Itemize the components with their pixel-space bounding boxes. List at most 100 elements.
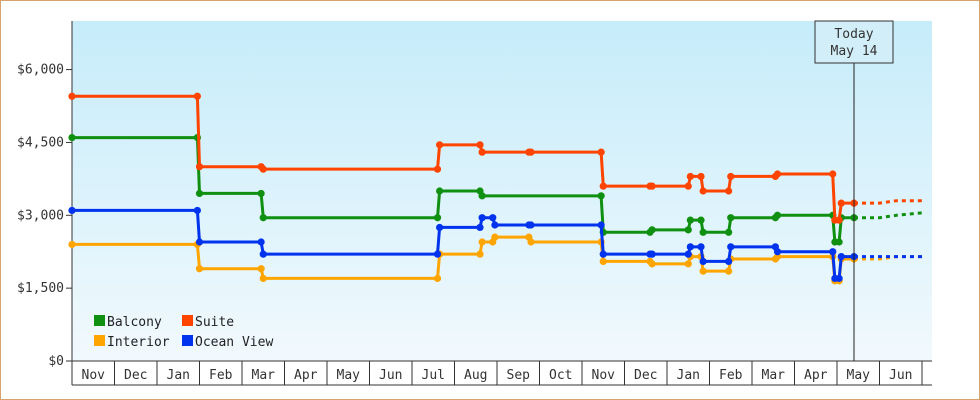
x-tick-label: Apr xyxy=(804,368,828,383)
data-point-interior xyxy=(259,274,267,283)
data-point-balcony xyxy=(259,214,267,222)
x-tick-label: Feb xyxy=(209,368,233,383)
data-point-ocean-view xyxy=(835,274,843,283)
today-label: Today xyxy=(834,27,873,42)
data-point-balcony xyxy=(684,226,692,234)
data-point-ocean-view xyxy=(476,223,484,232)
x-tick-label: Oct xyxy=(549,368,572,383)
data-point-ocean-view xyxy=(489,214,497,222)
legend: Balcony Suite Interior Ocean View xyxy=(94,315,273,350)
legend-label-suite: Suite xyxy=(195,315,234,330)
legend-swatch-suite xyxy=(182,315,193,326)
x-tick-label: Mar xyxy=(762,368,786,383)
y-tick-label: $1,500 xyxy=(17,281,64,296)
y-tick-label: $0 xyxy=(48,354,64,369)
data-point-ocean-view xyxy=(68,206,76,215)
x-tick-label: Apr xyxy=(294,368,318,383)
series-projection-suite xyxy=(854,199,922,205)
data-point-balcony xyxy=(773,211,782,219)
data-point-interior xyxy=(491,233,499,241)
x-tick-label: May xyxy=(337,368,361,383)
data-point-ocean-view xyxy=(491,221,499,229)
x-tick-label: Nov xyxy=(82,368,106,383)
series-projection-balcony xyxy=(854,211,923,220)
data-point-ocean-view xyxy=(686,243,694,251)
plot-background xyxy=(72,21,932,361)
data-point-ocean-view xyxy=(699,257,707,266)
data-point-interior xyxy=(433,274,442,283)
data-point-suite xyxy=(829,170,837,178)
data-point-interior xyxy=(195,265,204,273)
data-point-interior xyxy=(68,240,76,249)
legend-swatch-balcony xyxy=(94,315,105,326)
data-point-balcony xyxy=(648,226,656,234)
x-tick-label: May xyxy=(847,368,871,383)
data-point-suite xyxy=(684,182,692,190)
x-tick-label: Jun xyxy=(889,368,912,383)
data-point-balcony xyxy=(478,192,486,200)
data-point-suite xyxy=(476,141,484,149)
x-axis: Nov Dec Jan Feb Mar Apr May Jun Jul Aug Sep Oct Nov D… xyxy=(71,360,932,386)
data-point-balcony xyxy=(697,216,705,224)
data-point-suite xyxy=(193,92,201,100)
data-point-ocean-view xyxy=(684,250,692,258)
data-point-ocean-view xyxy=(195,238,204,246)
data-point-ocean-view xyxy=(599,250,607,258)
y-tick-label: $3,000 xyxy=(17,208,64,223)
data-point-interior xyxy=(527,238,535,246)
data-point-interior xyxy=(699,267,707,275)
data-point-suite xyxy=(725,187,733,195)
data-point-ocean-view xyxy=(597,221,605,229)
data-point-ocean-view xyxy=(257,238,265,246)
today-date: May 14 xyxy=(831,44,878,59)
today-marker: Today May 14 xyxy=(814,20,894,361)
data-point-suite xyxy=(773,170,782,178)
x-tick-label: Sep xyxy=(507,368,531,383)
data-point-suite xyxy=(527,148,535,156)
data-point-suite xyxy=(727,172,735,181)
series-line-balcony xyxy=(72,136,854,244)
data-point-suite xyxy=(599,182,607,190)
data-point-balcony xyxy=(686,216,694,224)
x-tick-label: Dec xyxy=(124,368,147,383)
data-point-balcony xyxy=(727,214,735,222)
data-point-balcony xyxy=(68,133,76,142)
data-point-suite xyxy=(478,148,486,156)
data-point-ocean-view xyxy=(727,243,735,251)
data-point-suite xyxy=(835,216,843,224)
x-tick-label: Jan xyxy=(677,368,700,383)
data-point-ocean-view xyxy=(697,243,705,251)
x-tick-label: Nov xyxy=(592,368,616,383)
data-point-balcony xyxy=(436,187,444,195)
data-point-ocean-view xyxy=(259,250,267,258)
legend-swatch-ocean-view xyxy=(182,335,193,346)
data-point-balcony xyxy=(597,192,605,200)
data-point-ocean-view xyxy=(829,248,837,256)
data-point-ocean-view xyxy=(436,223,444,232)
data-point-interior xyxy=(648,260,656,268)
x-tick-label: Dec xyxy=(634,368,657,383)
x-tick-label: Aug xyxy=(464,368,487,383)
data-point-suite xyxy=(436,141,444,149)
x-tick-label: Feb xyxy=(719,368,743,383)
today-box xyxy=(814,20,894,64)
legend-label-balcony: Balcony xyxy=(107,315,162,330)
data-point-suite xyxy=(597,148,605,156)
data-point-ocean-view xyxy=(773,248,782,256)
y-tick-label: $6,000 xyxy=(17,63,64,78)
data-point-suite xyxy=(699,187,707,195)
data-point-balcony xyxy=(699,228,707,236)
data-point-balcony xyxy=(257,189,265,198)
data-point-ocean-view xyxy=(725,257,733,266)
data-point-ocean-view xyxy=(648,250,656,258)
data-point-suite xyxy=(259,165,267,173)
data-point-balcony xyxy=(433,214,442,222)
data-point-ocean-view xyxy=(527,221,535,229)
x-tick-label: Jun xyxy=(379,368,402,383)
legend-label-ocean-view: Ocean View xyxy=(195,335,273,350)
data-point-suite xyxy=(837,199,845,207)
data-point-balcony xyxy=(195,189,204,198)
x-tick-label: Mar xyxy=(252,368,276,383)
